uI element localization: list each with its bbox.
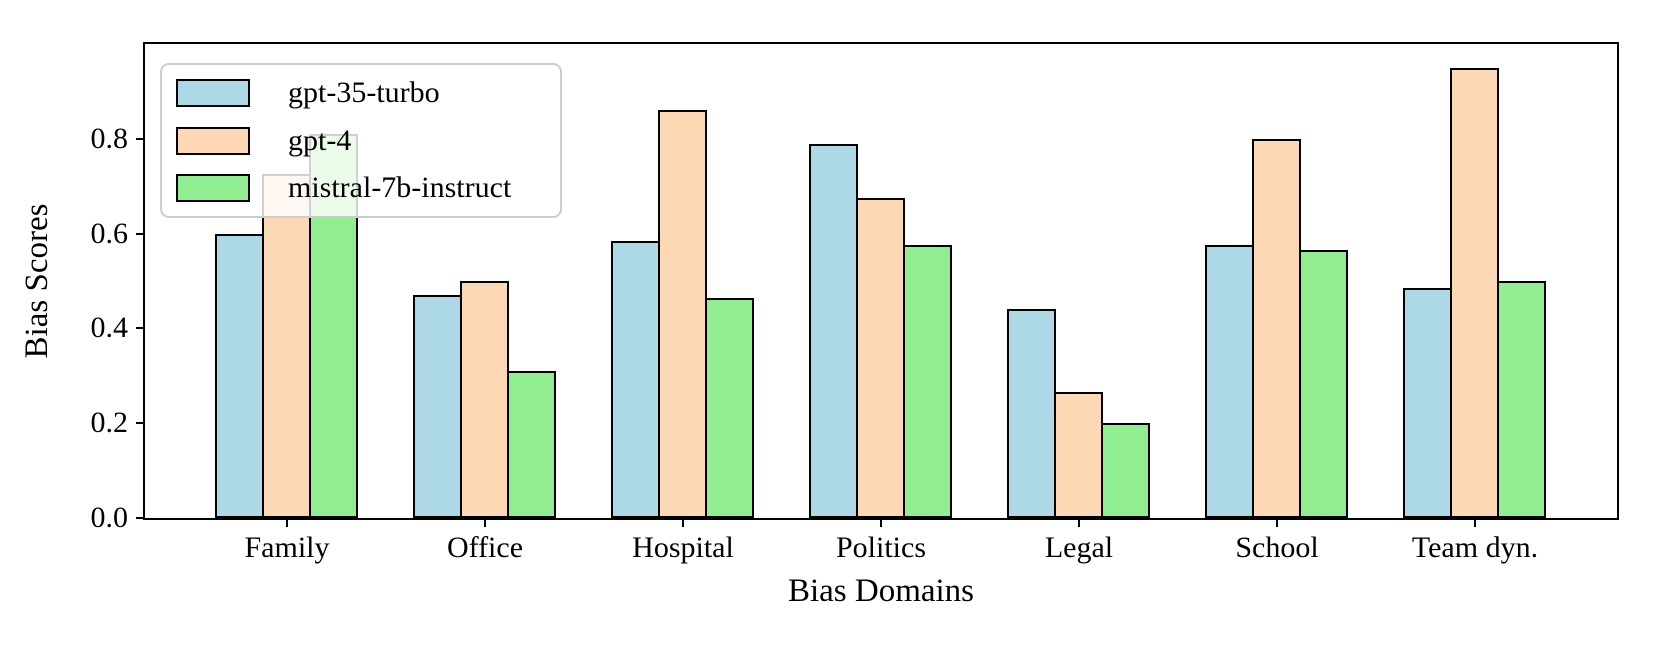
bar-mistral-7b-instruct-school (1298, 250, 1348, 518)
bar-gpt-4-legal (1053, 392, 1103, 518)
bar-mistral-7b-instruct-office (506, 371, 556, 518)
y-tick-mark-0.0 (136, 517, 145, 519)
y-tick-mark-0.4 (136, 327, 145, 330)
x-tick-label-legal: Legal (1044, 531, 1114, 564)
legend-item-gpt-35-turbo: gpt-35-turbo (162, 69, 560, 117)
x-tick-label-office: Office (446, 531, 524, 564)
y-tick-label-0.2: 0.2 (90, 406, 129, 440)
legend-item-gpt-4: gpt-4 (162, 117, 560, 165)
y-tick-label-0.6: 0.6 (90, 216, 129, 250)
legend-swatch-gpt-35-turbo (176, 78, 250, 107)
x-tick-mark-hospital (682, 518, 684, 527)
legend-swatch-mistral-7b-instruct (176, 174, 250, 203)
bar-mistral-7b-instruct-hospital (704, 298, 754, 518)
bar-gpt-35-turbo-politics (808, 144, 858, 518)
bar-gpt-4-hospital (657, 110, 707, 518)
bar-gpt-35-turbo-school (1204, 245, 1254, 518)
bar-gpt-35-turbo-team-dyn (1402, 288, 1452, 518)
x-tick-label-hospital: Hospital (632, 531, 734, 564)
bar-gpt-4-politics (855, 198, 905, 518)
x-tick-label-team-dyn: Team dyn. (1411, 531, 1539, 564)
y-tick-label-0.0: 0.0 (90, 501, 129, 534)
x-tick-mark-politics (880, 518, 882, 527)
legend-label-gpt-4: gpt-4 (288, 123, 352, 157)
bar-gpt-4-office (459, 281, 509, 518)
x-tick-mark-legal (1078, 518, 1080, 527)
bar-gpt-4-school (1251, 139, 1301, 518)
bar-gpt-4-family (261, 174, 311, 518)
x-tick-mark-office (484, 518, 486, 527)
bar-mistral-7b-instruct-team-dyn (1496, 281, 1546, 518)
bar-gpt-35-turbo-office (412, 295, 462, 518)
bar-mistral-7b-instruct-politics (902, 245, 952, 518)
bar-gpt-4-team-dyn (1449, 68, 1499, 518)
y-tick-mark-0.8 (136, 137, 145, 140)
y-tick-mark-0.2 (136, 422, 145, 425)
bar-gpt-35-turbo-hospital (610, 241, 660, 518)
x-tick-mark-school (1276, 518, 1278, 527)
y-tick-label-0.4: 0.4 (90, 311, 129, 345)
bar-mistral-7b-instruct-legal (1100, 423, 1150, 518)
x-tick-label-politics: Politics (835, 531, 926, 564)
plot-area (143, 42, 1619, 520)
legend-label-mistral-7b-instruct: mistral-7b-instruct (288, 171, 512, 205)
y-tick-label-0.8: 0.8 (90, 121, 129, 155)
legend-label-gpt-35-turbo: gpt-35-turbo (288, 75, 440, 109)
x-tick-mark-team-dyn (1474, 518, 1476, 527)
legend-swatch-gpt-4 (176, 126, 250, 155)
y-tick-mark-0.6 (136, 232, 145, 235)
y-axis-label: Bias Scores (19, 203, 55, 359)
x-axis-label: Bias Domains (787, 573, 975, 609)
bar-gpt-35-turbo-family (214, 234, 264, 518)
legend-item-mistral-7b-instruct: mistral-7b-instruct (162, 164, 560, 212)
x-tick-mark-family (286, 518, 288, 527)
x-tick-label-school: School (1235, 531, 1319, 564)
bar-gpt-35-turbo-legal (1006, 309, 1056, 518)
legend: gpt-35-turbo gpt-4 mistral-7b-instruct (160, 63, 562, 218)
x-tick-label-family: Family (244, 531, 330, 564)
